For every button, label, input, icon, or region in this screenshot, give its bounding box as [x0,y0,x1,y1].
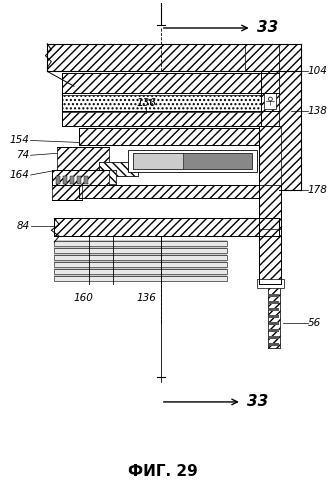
Bar [268,283,280,348]
Bar [269,301,279,304]
Bar [260,126,281,185]
Bar [56,176,60,184]
Bar [260,185,281,229]
Text: 84: 84 [16,222,29,232]
Bar [133,153,182,169]
Text: 136: 136 [136,293,156,303]
Bar [264,93,276,109]
Bar [52,170,117,185]
Text: 74: 74 [16,150,29,160]
Bar [47,44,279,71]
Bar [79,128,260,145]
Bar [109,170,117,184]
Bar [84,176,88,184]
Bar [52,185,82,200]
Bar [99,162,138,176]
Bar [245,44,279,71]
Bar [63,176,67,184]
Text: 164: 164 [10,170,29,180]
Bar [268,283,280,348]
Bar [269,336,279,339]
Bar [269,343,279,346]
Text: 178: 178 [308,185,328,195]
Bar [257,278,284,288]
Bar [62,73,279,93]
Text: 160: 160 [74,293,94,303]
Bar [279,44,301,190]
Bar [128,150,257,172]
Bar [269,329,279,332]
Text: 33: 33 [247,394,268,410]
Bar [54,269,227,273]
Bar [269,294,279,297]
Bar [77,176,81,184]
Text: 136: 136 [136,98,156,108]
Bar [62,95,279,111]
Text: 104: 104 [308,66,328,76]
Bar [269,308,279,311]
Bar [62,112,279,126]
Text: 138: 138 [308,106,328,116]
Bar [54,275,227,280]
Bar [54,219,279,236]
Circle shape [268,97,272,101]
Bar [79,185,260,198]
Bar [269,315,279,318]
Text: ФИГ. 29: ФИГ. 29 [128,464,198,479]
Bar [99,162,138,176]
Bar [109,170,117,184]
Bar [261,71,279,126]
Text: 56: 56 [308,318,321,328]
Bar [260,229,281,283]
Text: 154: 154 [10,135,29,146]
Bar [54,255,227,260]
Bar [70,176,74,184]
Bar [54,248,227,253]
Bar [54,241,227,246]
Bar [54,262,227,267]
Text: 33: 33 [257,20,278,35]
Bar [269,322,279,325]
Bar [133,153,252,169]
Bar [57,147,109,170]
